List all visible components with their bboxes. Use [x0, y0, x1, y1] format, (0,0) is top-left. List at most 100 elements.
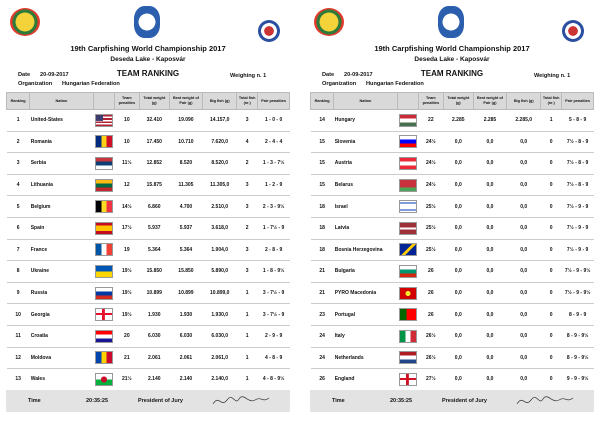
- cell: 5: [6, 195, 30, 218]
- cell: 23: [310, 303, 334, 326]
- page: 19th Carpfishing World Championship 2017…: [0, 0, 296, 423]
- flag-cell: [397, 131, 419, 154]
- cell: Bosnia Herzegovina: [333, 239, 398, 262]
- cell: 0: [540, 131, 562, 154]
- cell: 7½ - 9 - 9½: [561, 260, 594, 283]
- cell: Romania: [29, 131, 94, 154]
- cell: 15.850: [169, 260, 203, 283]
- cell: 2.140: [139, 368, 170, 391]
- cell: 4 - 8 - 9: [257, 347, 290, 370]
- cell: 0,0: [473, 195, 507, 218]
- flag-cell: [397, 217, 419, 240]
- cell: 19½: [114, 282, 140, 305]
- flag-cell: [397, 239, 419, 262]
- column-header: Total weight (g): [443, 92, 474, 110]
- cell: 1: [236, 325, 258, 348]
- cell: 2.510,0: [202, 195, 237, 218]
- column-header: Big fish (g): [506, 92, 542, 110]
- cell: 1.930: [169, 303, 203, 326]
- cell: 3.618,0: [202, 217, 237, 240]
- flag: [398, 243, 417, 257]
- cell: 11½: [114, 152, 140, 175]
- cell: 19.090: [169, 109, 203, 132]
- cell: 0: [540, 195, 562, 218]
- flag: [398, 308, 417, 322]
- cell: 0,0: [506, 347, 541, 370]
- cell: 24½: [418, 131, 444, 154]
- cell: 18: [310, 195, 334, 218]
- flag: [398, 156, 417, 170]
- column-header: Ranking: [5, 92, 31, 110]
- cell: 0,0: [506, 368, 541, 391]
- logo: [134, 6, 160, 38]
- cell: 0,0: [443, 368, 474, 391]
- row: 21 PYRO Macedonia 26 0,0 0,0 0,0 0 7½ - 9 - 9½: [310, 282, 594, 305]
- cell: 1: [6, 109, 30, 132]
- cell: 1 - 0 - 0: [257, 109, 290, 132]
- row: 26 England 27½ 0,0 0,0 0,0 0 9 - 9 - 9½: [310, 368, 594, 391]
- cell: 10: [114, 109, 140, 132]
- org: Hungarian Federation: [366, 81, 424, 87]
- cell: 0,0: [473, 131, 507, 154]
- cell: 10.899: [139, 282, 170, 305]
- cell: 1: [540, 109, 562, 132]
- cell: Italy: [333, 325, 398, 348]
- row: 9 Russia 19½ 10.899 10.899 10.899,0 1 3 - 7½ - …: [6, 282, 290, 305]
- cell: 7: [6, 239, 30, 262]
- cell: 26: [418, 282, 444, 305]
- logo: [438, 6, 464, 38]
- subtitle: Deseda Lake - Kaposvár: [414, 56, 490, 63]
- cell: 8.520: [169, 152, 203, 175]
- cell: 2.061: [139, 347, 170, 370]
- flag: [94, 329, 113, 343]
- cell: Croatia: [29, 325, 94, 348]
- flag-header: [396, 92, 419, 110]
- header-row: Ranking Nation Team penalties Total weight …: [309, 92, 594, 110]
- cell: 1 - 7½ - 9: [257, 217, 290, 240]
- cell: 0: [540, 282, 562, 305]
- cell: 5.364: [169, 239, 203, 262]
- column-header: Team penalties: [113, 92, 141, 110]
- flag-cell: [93, 195, 115, 218]
- flag: [398, 286, 417, 300]
- cell: 0,0: [443, 131, 474, 154]
- cell: Slovenia: [333, 131, 398, 154]
- cell: 3: [236, 174, 258, 197]
- cell: 24½: [418, 174, 444, 197]
- cell: Moldova: [29, 347, 94, 370]
- cell: 0: [540, 260, 562, 283]
- cell: 1 - 8 - 9½: [257, 260, 290, 283]
- flag-cell: [397, 282, 419, 305]
- cell: 0,0: [473, 239, 507, 262]
- cell: 2 - 3 - 9½: [257, 195, 290, 218]
- weighing: Weighing n. 1: [230, 73, 267, 79]
- row: 18 Israel 25½ 0,0 0,0 0,0 0 7½ - 9 - 9: [310, 195, 594, 218]
- cell: France: [29, 239, 94, 262]
- cell: 0,0: [506, 325, 541, 348]
- cell: 0,0: [473, 152, 507, 175]
- heading: TEAM RANKING: [116, 69, 180, 78]
- cell: 1: [236, 303, 258, 326]
- org: Hungarian Federation: [62, 81, 120, 87]
- cell: 12.852: [139, 152, 170, 175]
- cell: 26: [310, 368, 334, 391]
- cell: 0,0: [443, 347, 474, 370]
- date: 20-09-2017: [344, 72, 373, 78]
- cell: 11: [6, 325, 30, 348]
- cell: 22: [418, 109, 444, 132]
- flag-cell: [93, 368, 115, 391]
- cell: 14½: [114, 195, 140, 218]
- flag-cell: [93, 260, 115, 283]
- cell: 7½ - 8 - 9: [561, 174, 594, 197]
- page: 19th Carpfishing World Championship 2017…: [304, 0, 600, 423]
- cell: 10: [6, 303, 30, 326]
- row: 3 Serbia 11½ 12.852 8.520 8.520,0 2 1 - 3 - 7½: [6, 152, 290, 175]
- row: 7 France 19 5.364 5.364 1.904,0 3 2 - 8 - 9: [6, 239, 290, 262]
- flag: [398, 135, 417, 149]
- cell: 27½: [418, 368, 444, 391]
- row: 5 Belgium 14½ 6.860 4.700 2.510,0 3 2 - 3 - 9½: [6, 195, 290, 218]
- row: 1 United-States 10 32.410 19.090 14.157,0 3 1 -…: [6, 109, 290, 132]
- time-label: Time: [332, 398, 345, 404]
- cell: 9: [6, 282, 30, 305]
- cell: 32.410: [139, 109, 170, 132]
